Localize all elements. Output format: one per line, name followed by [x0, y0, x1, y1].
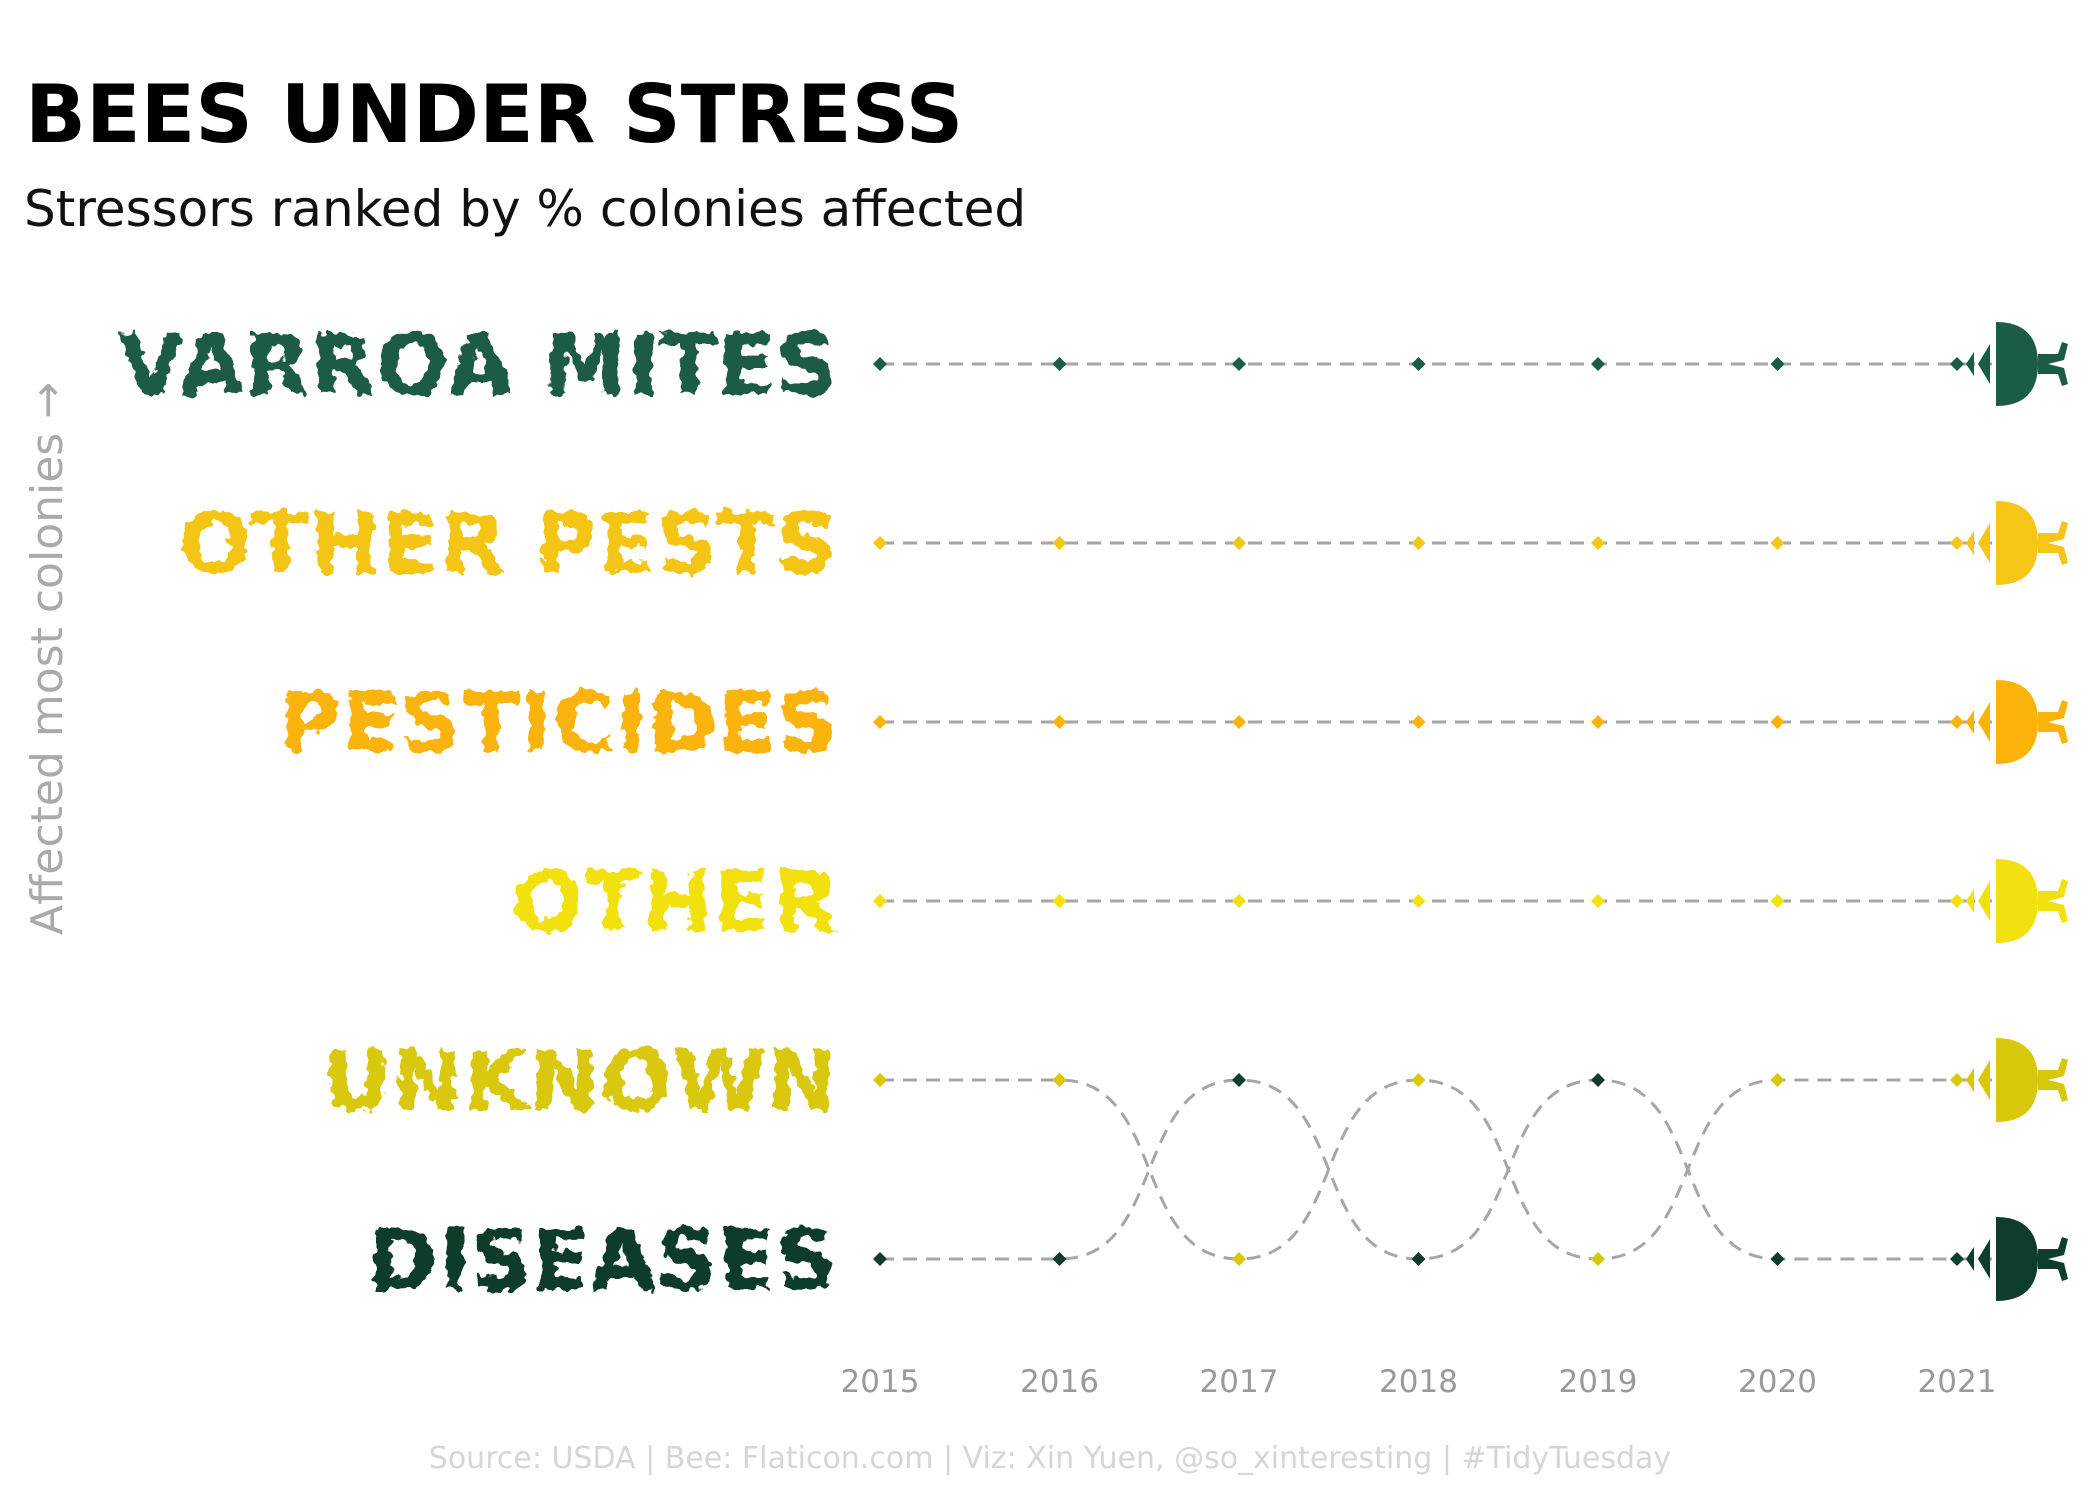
category-label-varroa-mites: VARROA MITES [119, 316, 838, 414]
data-point-unknown [1770, 1073, 1785, 1087]
bee-icon [1966, 1217, 2068, 1301]
data-point-other [1232, 894, 1246, 908]
data-point-other-pests [1052, 536, 1067, 550]
data-point-varroa-mites [1052, 357, 1067, 371]
bee-icon [1966, 322, 2068, 406]
data-point-other [1052, 894, 1067, 908]
data-point-other [873, 894, 887, 908]
data-point-other [1950, 894, 1964, 908]
data-point-varroa-mites [1591, 357, 1605, 371]
y-axis-label: Affected most colonies → [22, 382, 73, 935]
data-point-diseases [873, 1252, 887, 1266]
connector-lines [880, 362, 1992, 1261]
data-point-pesticides [1052, 715, 1067, 729]
data-point-pesticides [873, 715, 887, 729]
data-point-diseases [1770, 1252, 1785, 1266]
category-label-diseases: DISEASES [368, 1211, 838, 1309]
data-point-pesticides [1950, 715, 1964, 729]
data-point-unknown [1052, 1073, 1067, 1087]
data-point-other [1591, 894, 1605, 908]
series-line-unknown [880, 1078, 1992, 1261]
data-point-unknown [1591, 1252, 1605, 1266]
data-point-varroa-mites [1232, 357, 1246, 371]
category-label-other-pests: OTHER PESTS [179, 495, 838, 593]
data-point-other [1770, 894, 1785, 908]
data-point-varroa-mites [1770, 357, 1785, 371]
data-point-diseases [1052, 1252, 1067, 1266]
data-point-pesticides [1591, 715, 1605, 729]
data-point-other-pests [1591, 536, 1605, 550]
data-point-diseases [1232, 1073, 1246, 1087]
data-point-other [1411, 894, 1426, 908]
x-tick-label: 2015 [841, 1364, 920, 1400]
x-tick-label: 2019 [1559, 1364, 1638, 1400]
caption: Source: USDA | Bee: Flaticon.com | Viz: … [429, 1441, 1671, 1476]
category-label-pesticides: PESTICIDES [279, 674, 838, 772]
series-line-diseases [880, 1078, 1992, 1261]
x-tick-label: 2017 [1200, 1364, 1279, 1400]
bee-icon [1966, 859, 2068, 943]
chart-title: BEES UNDER STRESS [25, 68, 963, 161]
data-point-unknown [1411, 1073, 1426, 1087]
data-point-other-pests [1411, 536, 1426, 550]
data-point-diseases [1411, 1252, 1426, 1266]
x-axis-ticks: 2015 2016 2017 2018 2019 2020 2021 [841, 1364, 1997, 1400]
x-tick-label: 2020 [1738, 1364, 1817, 1400]
data-point-pesticides [1770, 715, 1785, 729]
data-point-diseases [1950, 1252, 1964, 1266]
category-labels: VARROA MITES OTHER PESTS PESTICIDES OTHER UN… [119, 316, 838, 1309]
bee-icon [1966, 501, 2068, 585]
category-label-unknown: UNKNOWN [323, 1032, 838, 1130]
data-point-other-pests [1770, 536, 1785, 550]
category-label-other: OTHER [512, 853, 838, 951]
x-tick-label: 2018 [1379, 1364, 1458, 1400]
data-point-varroa-mites [1950, 357, 1964, 371]
data-point-varroa-mites [873, 357, 887, 371]
chart-subtitle: Stressors ranked by % colonies affected [24, 180, 1026, 238]
bee-icons [1966, 322, 2068, 1301]
data-point-unknown [1950, 1073, 1964, 1087]
rank-points [873, 357, 1964, 1266]
data-point-other-pests [873, 536, 887, 550]
data-point-diseases [1591, 1073, 1605, 1087]
x-tick-label: 2021 [1918, 1364, 1997, 1400]
data-point-varroa-mites [1411, 357, 1426, 371]
data-point-other-pests [1950, 536, 1964, 550]
bee-icon [1966, 680, 2068, 764]
data-point-pesticides [1232, 715, 1246, 729]
x-tick-label: 2016 [1020, 1364, 1099, 1400]
data-point-other-pests [1232, 536, 1246, 550]
bee-icon [1966, 1038, 2068, 1122]
data-point-unknown [1232, 1252, 1246, 1266]
data-point-pesticides [1411, 715, 1426, 729]
data-point-unknown [873, 1073, 887, 1087]
